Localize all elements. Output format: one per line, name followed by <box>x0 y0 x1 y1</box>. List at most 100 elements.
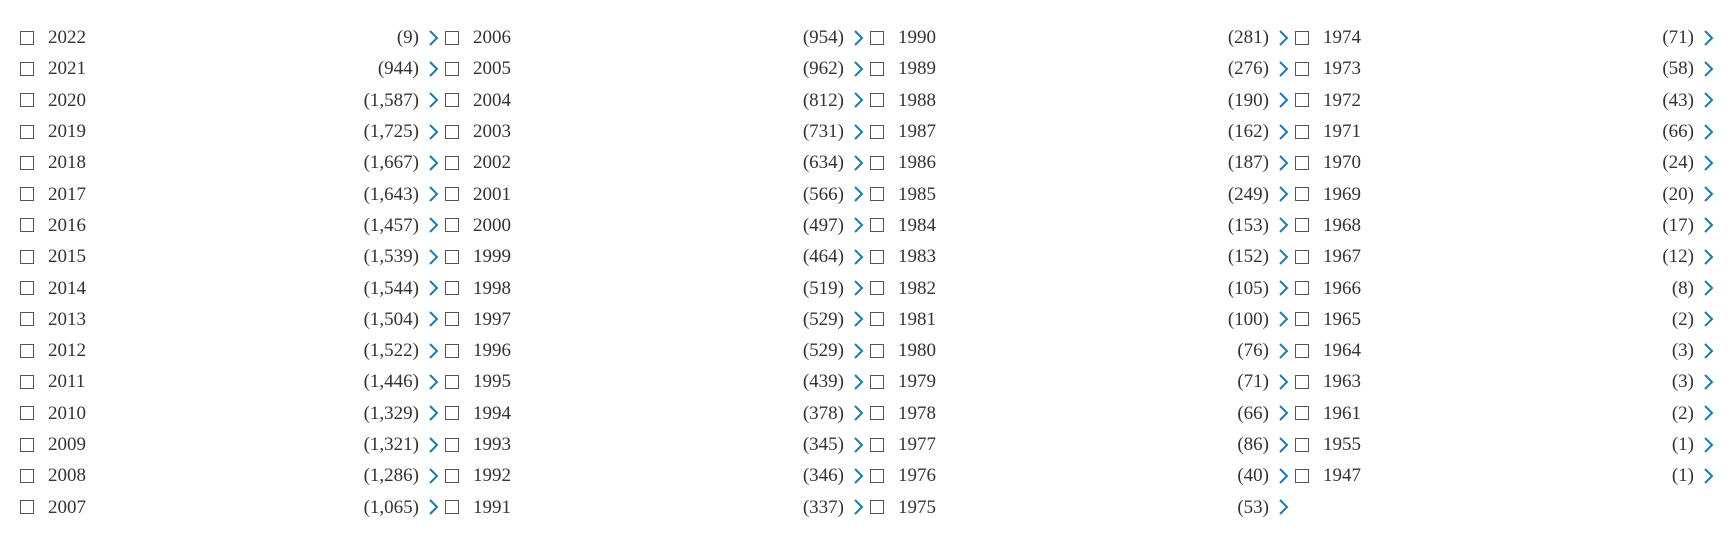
chevron-right-icon[interactable] <box>1700 154 1718 172</box>
facet-row-year[interactable]: 2011 (1,446) <box>20 366 445 397</box>
chevron-right-icon[interactable] <box>1700 185 1718 203</box>
checkbox-icon[interactable] <box>445 374 459 389</box>
checkbox-icon[interactable] <box>20 281 34 296</box>
chevron-right-icon[interactable] <box>425 342 443 360</box>
chevron-right-icon[interactable] <box>425 248 443 266</box>
facet-row-year[interactable]: 1977 (86) <box>870 429 1295 460</box>
facet-row-year[interactable]: 1961 (2) <box>1295 398 1720 429</box>
chevron-right-icon[interactable] <box>1700 279 1718 297</box>
facet-row-year[interactable]: 2007 (1,065) <box>20 491 445 522</box>
facet-row-year[interactable]: 2019 (1,725) <box>20 116 445 147</box>
chevron-right-icon[interactable] <box>425 310 443 328</box>
chevron-right-icon[interactable] <box>850 216 868 234</box>
checkbox-icon[interactable] <box>445 468 459 483</box>
facet-row-year[interactable]: 1981 (100) <box>870 304 1295 335</box>
checkbox-icon[interactable] <box>870 374 884 389</box>
facet-row-year[interactable]: 1987 (162) <box>870 116 1295 147</box>
chevron-right-icon[interactable] <box>425 91 443 109</box>
chevron-right-icon[interactable] <box>1700 29 1718 47</box>
facet-row-year[interactable]: 1971 (66) <box>1295 116 1720 147</box>
checkbox-icon[interactable] <box>1295 468 1309 483</box>
checkbox-icon[interactable] <box>1295 93 1309 108</box>
facet-row-year[interactable]: 1970 (24) <box>1295 147 1720 178</box>
facet-row-year[interactable]: 1986 (187) <box>870 147 1295 178</box>
checkbox-icon[interactable] <box>1295 218 1309 233</box>
checkbox-icon[interactable] <box>20 61 34 76</box>
facet-row-year[interactable]: 2016 (1,457) <box>20 210 445 241</box>
checkbox-icon[interactable] <box>445 218 459 233</box>
facet-row-year[interactable]: 1955 (1) <box>1295 429 1720 460</box>
chevron-right-icon[interactable] <box>1275 310 1293 328</box>
chevron-right-icon[interactable] <box>1700 123 1718 141</box>
checkbox-icon[interactable] <box>1295 437 1309 452</box>
facet-row-year[interactable]: 1982 (105) <box>870 272 1295 303</box>
chevron-right-icon[interactable] <box>425 498 443 516</box>
checkbox-icon[interactable] <box>20 249 34 264</box>
checkbox-icon[interactable] <box>1295 343 1309 358</box>
facet-row-year[interactable]: 1996 (529) <box>445 335 870 366</box>
facet-row-year[interactable]: 1999 (464) <box>445 241 870 272</box>
facet-row-year[interactable]: 2003 (731) <box>445 116 870 147</box>
checkbox-icon[interactable] <box>1295 30 1309 45</box>
facet-row-year[interactable]: 2021 (944) <box>20 53 445 84</box>
chevron-right-icon[interactable] <box>850 467 868 485</box>
facet-row-year[interactable]: 2010 (1,329) <box>20 398 445 429</box>
facet-row-year[interactable]: 2014 (1,544) <box>20 272 445 303</box>
facet-row-year[interactable]: 1988 (190) <box>870 85 1295 116</box>
chevron-right-icon[interactable] <box>425 467 443 485</box>
facet-row-year[interactable]: 1990 (281) <box>870 22 1295 53</box>
checkbox-icon[interactable] <box>870 124 884 139</box>
facet-row-year[interactable]: 1973 (58) <box>1295 53 1720 84</box>
chevron-right-icon[interactable] <box>850 404 868 422</box>
facet-row-year[interactable]: 1995 (439) <box>445 366 870 397</box>
checkbox-icon[interactable] <box>870 312 884 327</box>
chevron-right-icon[interactable] <box>1275 185 1293 203</box>
chevron-right-icon[interactable] <box>425 185 443 203</box>
checkbox-icon[interactable] <box>445 124 459 139</box>
checkbox-icon[interactable] <box>1295 155 1309 170</box>
facet-row-year[interactable]: 1975 (53) <box>870 491 1295 522</box>
facet-row-year[interactable]: 2022 (9) <box>20 22 445 53</box>
checkbox-icon[interactable] <box>1295 406 1309 421</box>
chevron-right-icon[interactable] <box>1700 467 1718 485</box>
checkbox-icon[interactable] <box>870 187 884 202</box>
facet-row-year[interactable]: 2013 (1,504) <box>20 304 445 335</box>
facet-row-year[interactable]: 2000 (497) <box>445 210 870 241</box>
checkbox-icon[interactable] <box>20 187 34 202</box>
chevron-right-icon[interactable] <box>425 60 443 78</box>
facet-row-year[interactable]: 1984 (153) <box>870 210 1295 241</box>
facet-row-year[interactable]: 2004 (812) <box>445 85 870 116</box>
checkbox-icon[interactable] <box>445 155 459 170</box>
chevron-right-icon[interactable] <box>850 154 868 172</box>
checkbox-icon[interactable] <box>445 406 459 421</box>
checkbox-icon[interactable] <box>870 249 884 264</box>
checkbox-icon[interactable] <box>20 218 34 233</box>
checkbox-icon[interactable] <box>1295 124 1309 139</box>
facet-row-year[interactable]: 2020 (1,587) <box>20 85 445 116</box>
facet-row-year[interactable]: 2009 (1,321) <box>20 429 445 460</box>
facet-row-year[interactable]: 1966 (8) <box>1295 272 1720 303</box>
chevron-right-icon[interactable] <box>425 279 443 297</box>
facet-row-year[interactable]: 1974 (71) <box>1295 22 1720 53</box>
facet-row-year[interactable]: 2017 (1,643) <box>20 178 445 209</box>
facet-row-year[interactable]: 1967 (12) <box>1295 241 1720 272</box>
facet-row-year[interactable]: 2015 (1,539) <box>20 241 445 272</box>
facet-row-year[interactable]: 2005 (962) <box>445 53 870 84</box>
facet-row-year[interactable]: 1998 (519) <box>445 272 870 303</box>
chevron-right-icon[interactable] <box>850 248 868 266</box>
chevron-right-icon[interactable] <box>1700 91 1718 109</box>
checkbox-icon[interactable] <box>20 30 34 45</box>
checkbox-icon[interactable] <box>20 343 34 358</box>
checkbox-icon[interactable] <box>20 374 34 389</box>
checkbox-icon[interactable] <box>870 30 884 45</box>
chevron-right-icon[interactable] <box>850 373 868 391</box>
checkbox-icon[interactable] <box>870 93 884 108</box>
checkbox-icon[interactable] <box>445 312 459 327</box>
checkbox-icon[interactable] <box>445 30 459 45</box>
checkbox-icon[interactable] <box>870 468 884 483</box>
checkbox-icon[interactable] <box>445 500 459 515</box>
chevron-right-icon[interactable] <box>1700 342 1718 360</box>
chevron-right-icon[interactable] <box>850 123 868 141</box>
chevron-right-icon[interactable] <box>1275 467 1293 485</box>
chevron-right-icon[interactable] <box>1700 248 1718 266</box>
